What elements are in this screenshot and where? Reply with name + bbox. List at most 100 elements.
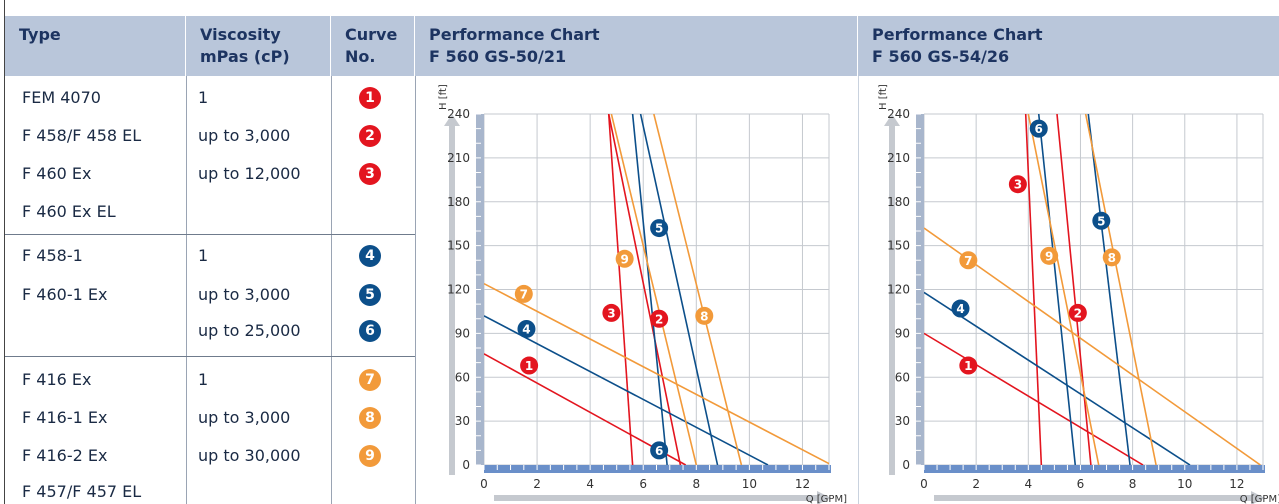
curve-8-marker <box>1102 248 1121 267</box>
y-axis-label: H [ft] <box>438 84 449 110</box>
curve-badge-5: 5 <box>359 284 381 306</box>
curve-5-line <box>1087 114 1131 465</box>
curve-2-marker <box>650 309 669 328</box>
curve-2-label: 2 <box>1074 306 1082 320</box>
chart1-title: Performance Chart <box>429 25 600 44</box>
header-chart2: Performance Chart F 560 GS-54/26 <box>858 16 1279 76</box>
viscosity-cell: up to 25,000 <box>198 321 301 340</box>
curve-3-line <box>1024 114 1043 465</box>
curve-1-label: 1 <box>525 359 533 373</box>
curve-3-line <box>607 114 634 465</box>
viscosity-cell: up to 3,000 <box>198 408 291 427</box>
x-axis-arrow-shaft <box>494 495 819 501</box>
y-tick-label: 0 <box>902 458 910 472</box>
curve-9-marker <box>1040 246 1059 265</box>
curve-3-marker <box>1008 175 1027 194</box>
x-tick-label: 0 <box>480 477 488 491</box>
x-tick-label: 2 <box>533 477 541 491</box>
x-tick-label: 4 <box>586 477 594 491</box>
x-tick-label: 6 <box>1077 477 1085 491</box>
curve-badge-9: 9 <box>359 445 381 467</box>
curve-7-line <box>924 227 1261 465</box>
x-tick-label: 8 <box>1129 477 1137 491</box>
curve-3-marker <box>602 303 621 322</box>
curve-6-label: 6 <box>655 444 663 458</box>
curve-1-label: 1 <box>964 359 972 373</box>
curve-5-label: 5 <box>655 222 663 236</box>
curve-8-line <box>653 114 743 465</box>
y-tick-label: 60 <box>895 370 910 384</box>
y-tick-label: 30 <box>895 414 910 428</box>
chart2-model: F 560 GS-54/26 <box>872 47 1010 66</box>
viscosity-cell: 1 <box>198 88 209 107</box>
type-cell: F 460 Ex EL <box>22 202 116 221</box>
viscosity-cell: up to 12,000 <box>198 164 301 183</box>
x-tick-label: 0 <box>920 477 928 491</box>
curve-4-marker <box>517 319 536 338</box>
curve-4-label: 4 <box>522 322 530 336</box>
curve-1-marker <box>959 356 978 375</box>
y-tick-label: 240 <box>887 107 910 121</box>
y-tick-label: 240 <box>447 107 470 121</box>
group-divider-2 <box>5 356 415 357</box>
x-axis-bar <box>484 465 831 473</box>
x-tick-label: 8 <box>692 477 700 491</box>
viscosity-cell: up to 3,000 <box>198 126 291 145</box>
curve-9-label: 9 <box>1045 249 1053 263</box>
x-axis-arrow-shaft <box>934 495 1253 501</box>
type-cell: FEM 4070 <box>22 88 101 107</box>
curve-8-line <box>1084 114 1157 465</box>
y-tick-label: 150 <box>887 239 910 253</box>
y-tick-label: 90 <box>455 326 470 340</box>
type-cell: F 460-1 Ex <box>22 285 108 304</box>
series-group <box>484 114 829 465</box>
y-axis-arrowhead <box>444 114 460 126</box>
divider-col1 <box>186 76 187 504</box>
y-tick-label: 120 <box>887 283 910 297</box>
y-tick-label: 0 <box>462 458 470 472</box>
x-axis-label: Q [GPM] <box>1240 494 1279 504</box>
curve-7-label: 7 <box>520 287 528 301</box>
curve-1-line <box>924 332 1144 465</box>
x-axis-label: Q [GPM] <box>806 494 847 504</box>
curve-3-label: 3 <box>1014 178 1022 192</box>
x-tick-label: 10 <box>742 477 757 491</box>
curve-9-label: 9 <box>620 252 628 266</box>
curve-9-marker <box>615 249 634 268</box>
curve-badge-8: 8 <box>359 407 381 429</box>
header-viscosity: Viscosity mPas (cP) <box>186 16 331 76</box>
x-axis-bar <box>924 465 1265 473</box>
y-tick-label: 60 <box>455 370 470 384</box>
y-tick-label: 30 <box>455 414 470 428</box>
curve-badge-1: 1 <box>359 87 381 109</box>
divider-col2 <box>331 76 332 504</box>
curve-2-label: 2 <box>655 312 663 326</box>
curve-2-line <box>607 114 682 465</box>
series-group <box>924 114 1261 465</box>
curve-7-line <box>484 282 829 465</box>
y-tick-label: 210 <box>447 151 470 165</box>
curve-7-marker <box>514 284 533 303</box>
y-axis-label: H [ft] <box>878 84 889 110</box>
curve-5-line <box>639 114 719 465</box>
x-axis-arrowhead <box>817 491 831 504</box>
curve-1-marker <box>520 356 539 375</box>
curve-3-label: 3 <box>607 306 615 320</box>
group-divider-1 <box>5 234 415 235</box>
header-type: Type <box>5 16 186 76</box>
type-cell: F 416 Ex <box>22 370 92 389</box>
header-curve-label: Curve <box>345 25 398 44</box>
frame-border <box>4 0 5 504</box>
chart1-model: F 560 GS-50/21 <box>429 47 567 66</box>
curve-badge-7: 7 <box>359 369 381 391</box>
y-tick-label: 90 <box>895 326 910 340</box>
y-tick-label: 150 <box>447 239 470 253</box>
y-tick-label: 120 <box>447 283 470 297</box>
y-axis-arrow-shaft <box>889 124 895 475</box>
curve-5-label: 5 <box>1097 214 1105 228</box>
y-tick-label: 180 <box>887 195 910 209</box>
x-axis-arrowhead <box>1251 491 1265 504</box>
curve-6-label: 6 <box>1035 122 1043 136</box>
